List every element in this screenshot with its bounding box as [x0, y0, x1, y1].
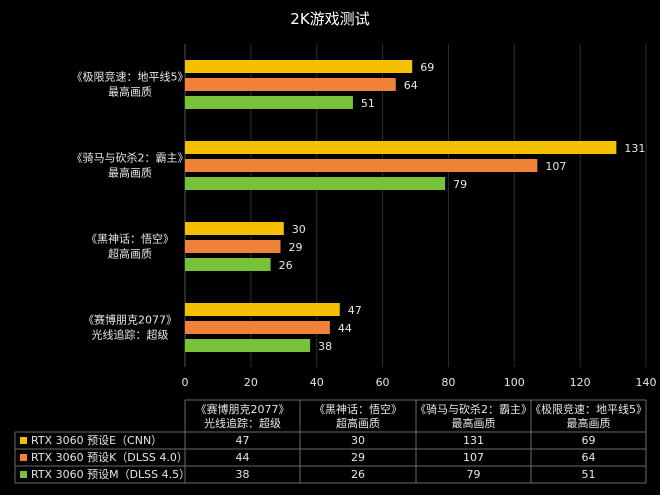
x-tick-label-0: 0	[182, 376, 189, 389]
bar-value-label-2-2: 26	[279, 259, 293, 272]
bar-value-label-2-1: 29	[288, 241, 302, 254]
x-tick-label-3: 60	[376, 376, 390, 389]
bar-value-label-3-1: 44	[338, 322, 352, 335]
bar-0-2	[185, 96, 353, 109]
table-header-name-1: 《黑神话：悟空》	[314, 402, 402, 416]
x-tick-label-4: 80	[441, 376, 455, 389]
x-tick-label-2: 40	[310, 376, 324, 389]
grid-lines	[184, 44, 647, 367]
table-cell-2-0: 38	[236, 468, 250, 481]
bar-value-label-0-2: 51	[361, 97, 375, 110]
legend-label-2: RTX 3060 预设M（DLSS 4.5）	[31, 468, 190, 481]
legend-swatch-1	[20, 454, 27, 461]
bar-value-label-1-1: 107	[545, 160, 566, 173]
bar-1-0	[185, 141, 617, 154]
table-cell-2-1: 26	[351, 468, 365, 481]
bar-2-1	[185, 240, 281, 253]
bar-1-1	[185, 159, 538, 172]
table-cell-2-2: 79	[467, 468, 481, 481]
table-header-name-0: 《赛博朋克2077》	[196, 402, 290, 416]
category-setting-2: 超高画质	[108, 247, 152, 261]
table-cell-0-3: 69	[582, 434, 596, 447]
bar-2-2	[185, 258, 271, 271]
x-axis-ticks: 0 20 40 60 80 100 120 140	[182, 376, 657, 389]
category-name-2: 《黑神话：悟空》	[86, 232, 174, 246]
table-header-setting-2: 最高画质	[452, 416, 496, 430]
category-name-1: 《骑马与砍杀2：霸主》	[72, 151, 189, 165]
table-header-setting-1: 超高画质	[336, 416, 380, 430]
bar-value-label-0-0: 69	[420, 61, 434, 74]
data-table: 《赛博朋克2077》光线追踪：超级 《黑神话：悟空》超高画质 《骑马与砍杀2：霸主》…	[14, 399, 647, 484]
table-cell-0-0: 47	[236, 434, 250, 447]
bar-value-label-3-2: 38	[318, 340, 332, 353]
category-name-3: 《赛博朋克2077》	[83, 313, 177, 327]
bar-0-1	[185, 78, 396, 91]
bar-0-0	[185, 60, 413, 73]
bar-3-0	[185, 303, 340, 316]
x-tick-label-7: 140	[636, 376, 657, 389]
table-cell-0-1: 30	[351, 434, 365, 447]
table-cell-0-2: 131	[463, 434, 484, 447]
category-setting-1: 最高画质	[108, 166, 152, 180]
table-header-setting-0: 光线追踪：超级	[204, 416, 281, 430]
legend-swatch-2	[20, 471, 27, 478]
bar-2-0	[185, 222, 284, 235]
table-header-name-2: 《骑马与砍杀2：霸主》	[415, 402, 532, 416]
legend-swatch-0	[20, 437, 27, 444]
category-setting-3: 光线追踪：超级	[92, 328, 169, 342]
bar-value-label-0-1: 64	[404, 79, 418, 92]
category-setting-0: 最高画质	[108, 85, 152, 99]
table-header-name-3: 《极限竞速：地平线5》	[530, 402, 647, 416]
table-header-setting-3: 最高画质	[567, 416, 611, 430]
bar-3-2	[185, 339, 311, 352]
bar-value-label-1-2: 79	[453, 178, 467, 191]
table-cell-1-0: 44	[236, 451, 250, 464]
category-labels: 《极限竞速：地平线5》最高画质《骑马与砍杀2：霸主》最高画质《黑神话：悟空》超高…	[72, 70, 189, 342]
bar-value-label-2-0: 30	[292, 223, 306, 236]
bar-3-1	[185, 321, 330, 334]
x-tick-label-1: 20	[244, 376, 258, 389]
table-cell-2-3: 51	[582, 468, 596, 481]
table-cell-1-3: 64	[582, 451, 596, 464]
x-tick-label-5: 100	[504, 376, 525, 389]
bar-value-label-3-0: 47	[348, 304, 362, 317]
bar-1-2	[185, 177, 446, 190]
category-name-0: 《极限竞速：地平线5》	[72, 70, 189, 84]
table-cell-1-1: 29	[351, 451, 365, 464]
x-tick-label-6: 120	[570, 376, 591, 389]
table-cell-1-2: 107	[463, 451, 484, 464]
bar-value-label-1-0: 131	[624, 142, 645, 155]
legend-label-1: RTX 3060 预设K（DLSS 4.0）	[31, 451, 188, 464]
chart-title: 2K游戏测试	[290, 10, 369, 28]
legend-label-0: RTX 3060 预设E（CNN）	[31, 434, 162, 447]
